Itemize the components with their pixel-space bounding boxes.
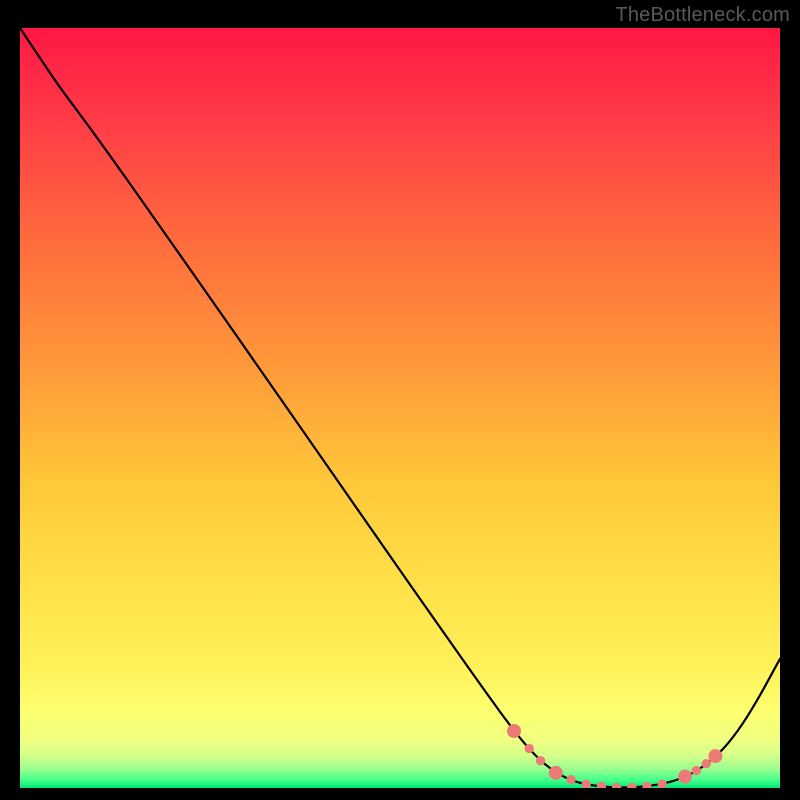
marker-dot [567,775,575,783]
marker-dot [692,766,700,774]
marker-dot [709,750,722,763]
chart-container: TheBottleneck.com [0,0,800,800]
marker-dot [658,780,666,788]
marker-dot [612,783,620,788]
curve-line [20,28,780,787]
marker-dot [508,725,521,738]
chart-overlay [20,28,780,788]
marker-dot [525,744,533,752]
marker-dot [702,759,710,767]
marker-dot [549,766,562,779]
marker-dot [597,782,605,788]
marker-dot [628,783,636,788]
marker-dot [536,756,544,764]
watermark-label: TheBottleneck.com [615,4,790,27]
marker-dot [643,782,651,788]
marker-dot [582,780,590,788]
plot-area [20,28,780,788]
marker-dot [679,770,692,783]
markers-group [508,725,722,789]
